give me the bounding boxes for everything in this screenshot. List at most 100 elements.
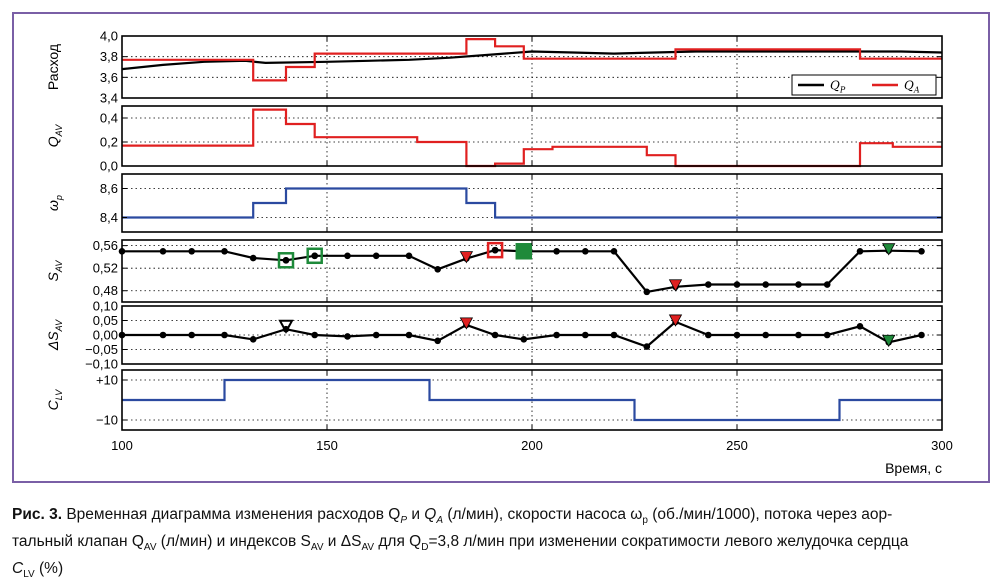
data-point <box>918 331 925 339</box>
figure-caption: Рис. 3. Временная диаграмма изменения ра… <box>12 506 909 581</box>
data-point <box>795 331 802 339</box>
y-tick-label: 3,6 <box>100 70 118 85</box>
y-tick-label: 3,8 <box>100 49 118 64</box>
series-line-0-1 <box>122 38 942 82</box>
data-point <box>823 331 831 339</box>
data-point <box>643 343 651 350</box>
data-point <box>795 281 802 288</box>
y-tick-label: −0,10 <box>85 357 118 372</box>
data-point <box>344 333 351 340</box>
y-tick-label: 8,4 <box>100 210 118 225</box>
series-line-5-0 <box>122 378 942 422</box>
data-point <box>856 247 864 255</box>
data-point <box>491 331 499 339</box>
y-tick-label: 8,6 <box>100 181 118 196</box>
data-point <box>344 252 351 260</box>
data-point <box>434 337 442 345</box>
caption-text-4: тальный клапан Q <box>12 533 144 551</box>
marker-triangle <box>882 243 896 256</box>
data-point <box>221 331 228 339</box>
y-tick-label: 0,52 <box>93 261 118 276</box>
data-point <box>520 336 528 343</box>
y-axis-label: Расход <box>45 44 61 90</box>
data-point <box>582 331 589 339</box>
data-point <box>311 331 319 339</box>
data-point <box>249 254 257 262</box>
series-line-0-0 <box>121 50 943 71</box>
y-tick-label: 0,4 <box>100 111 118 126</box>
y-tick-label: 0,05 <box>93 313 118 328</box>
y-tick-label: +10 <box>96 373 118 388</box>
data-point <box>733 281 741 288</box>
data-point <box>705 281 712 288</box>
marker-square <box>486 241 504 259</box>
marker-triangle <box>278 319 294 334</box>
y-axis-label: ΔSAV <box>45 319 64 351</box>
data-point <box>434 266 442 273</box>
y-axis-label: CLV <box>45 389 64 411</box>
marker-square <box>277 252 295 269</box>
data-point <box>610 247 618 255</box>
y-tick-label: 4,0 <box>100 29 118 44</box>
data-point <box>282 256 290 264</box>
caption-text-5: (л/мин) и индексов S <box>156 533 311 551</box>
data-point <box>372 331 380 339</box>
caption-text-6: и ΔS <box>323 533 362 551</box>
legend-box <box>791 74 937 96</box>
data-point <box>405 331 413 339</box>
y-tick-label: 0,00 <box>93 328 118 343</box>
data-point <box>705 331 712 339</box>
y-tick-label: 0,10 <box>93 299 118 314</box>
marker-triangle <box>459 251 474 264</box>
data-point <box>188 331 195 339</box>
caption-text-10: (%) <box>34 560 64 578</box>
data-point <box>733 331 741 339</box>
data-point <box>159 247 167 255</box>
figure-frame: 3,4 3,6 3,8 4,0 Расход QP QA 0,0 0,2 0,4 QAV 8,4 8,6… <box>12 12 990 483</box>
marker-triangle <box>668 279 683 292</box>
caption-text-8: =3,8 л/мин при изменении сократимости ле… <box>428 533 909 551</box>
y-axis-label: SAV <box>45 260 64 282</box>
x-tick-label: 150 <box>316 438 338 453</box>
figure-chart: 3,4 3,6 3,8 4,0 Расход QP QA 0,0 0,2 0,4 QAV 8,4 8,6… <box>45 29 953 477</box>
y-axis-label: ωp <box>45 195 64 211</box>
series-line-2-0 <box>122 187 942 219</box>
y-tick-label: 0,0 <box>100 159 118 174</box>
data-point <box>372 252 380 260</box>
data-point <box>918 247 925 255</box>
y-tick-label: 3,4 <box>100 91 118 106</box>
data-point <box>856 323 864 330</box>
data-point <box>582 247 589 255</box>
data-point <box>553 331 560 339</box>
marker-triangle <box>668 314 683 327</box>
data-point <box>221 247 228 255</box>
data-point <box>405 252 413 260</box>
y-tick-label: −10 <box>96 413 118 428</box>
data-point <box>823 281 831 288</box>
data-point <box>643 288 651 296</box>
y-tick-label: 0,48 <box>93 283 118 298</box>
marker-triangle <box>882 334 896 348</box>
caption-text-9: C <box>12 560 24 578</box>
caption-text-2: (л/мин), скорости насоса ω <box>443 506 643 523</box>
data-point <box>762 281 769 288</box>
data-point <box>610 331 618 339</box>
panel-frame <box>121 173 943 233</box>
y-tick-label: −0,05 <box>85 342 118 357</box>
y-tick-label: 0,56 <box>93 238 118 253</box>
y-axis-label: QAV <box>45 124 64 147</box>
marker-square <box>306 247 323 265</box>
x-tick-label: 200 <box>521 438 543 453</box>
x-tick-label: 250 <box>726 438 748 453</box>
data-point <box>553 247 560 255</box>
caption-text-1: Временная диаграмма изменения расходов Q <box>62 506 401 523</box>
data-point <box>188 247 195 255</box>
caption-prefix: Рис. 3. <box>12 506 63 523</box>
legend-label: QP <box>830 79 846 95</box>
caption-text-7: для Q <box>374 533 422 551</box>
legend-label: QA <box>904 79 920 95</box>
caption-text-3: (об./мин/1000), потока через аор- <box>647 506 893 523</box>
x-tick-label: 300 <box>931 438 953 453</box>
y-tick-label: 0,2 <box>100 135 118 150</box>
marker-triangle <box>459 317 474 330</box>
